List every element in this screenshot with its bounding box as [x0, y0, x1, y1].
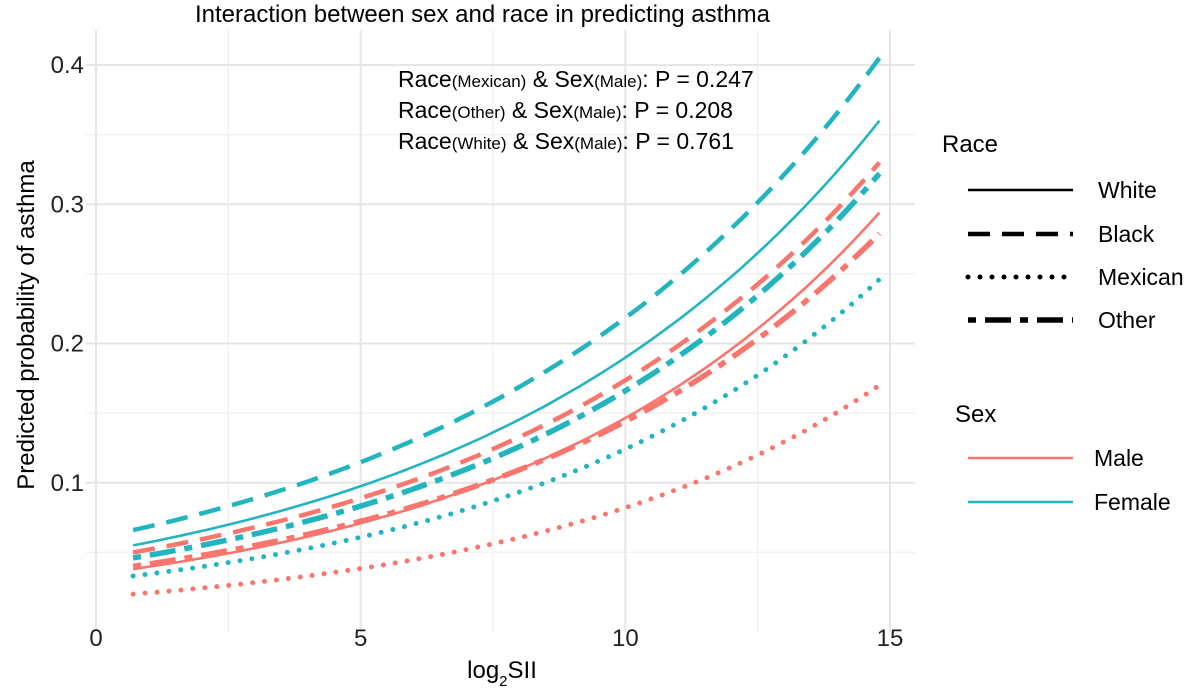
- legend-label-mexican: Mexican: [1098, 264, 1184, 290]
- legend-label-other: Other: [1098, 307, 1156, 333]
- y-tick-labels: 0.1 0.2 0.3 0.4: [51, 52, 84, 497]
- p-value-annotations: Race(Mexican) & Sex(Male): P = 0.247 Race…: [398, 66, 754, 154]
- series-line-white-male: [132, 211, 881, 571]
- series-lines: [130, 56, 882, 597]
- legend-race: Race White Black Mexican Other: [942, 131, 1184, 333]
- series-line-other-female: [132, 171, 882, 561]
- y-tick-label: 0.2: [51, 331, 84, 358]
- x-tick-labels: 0 5 10 15: [89, 625, 903, 652]
- y-tick-label: 0.4: [51, 52, 84, 79]
- x-tick-label: 15: [877, 625, 904, 652]
- legend-label-black: Black: [1098, 221, 1155, 247]
- legend-label-male: Male: [1094, 445, 1144, 471]
- y-axis-label: Predicted probability of asthma: [13, 160, 40, 490]
- x-tick-label: 10: [612, 625, 639, 652]
- legend-sex-title: Sex: [955, 401, 996, 428]
- x-axis-label-sub: 2: [499, 673, 507, 690]
- legend-sex: Sex Male Female: [955, 401, 1171, 515]
- legend-race-title: Race: [942, 131, 998, 158]
- x-axis-label-tail: SII: [508, 657, 537, 684]
- legend-label-white: White: [1098, 177, 1157, 203]
- p-value-annotation: Race(White) & Sex(Male): P = 0.761: [398, 128, 734, 154]
- p-value-annotation: Race(Mexican) & Sex(Male): P = 0.247: [398, 66, 754, 92]
- series-line-white-female: [132, 119, 881, 547]
- x-tick-label: 5: [354, 625, 367, 652]
- chart-title: Interaction between sex and race in pred…: [195, 1, 771, 28]
- y-tick-label: 0.3: [51, 191, 84, 218]
- x-tick-label: 0: [89, 625, 102, 652]
- grid: [86, 30, 915, 632]
- series-line-mexican-female: [130, 276, 882, 579]
- y-tick-label: 0.1: [51, 470, 84, 497]
- x-axis-label-main: log: [467, 657, 499, 684]
- p-value-annotation: Race(Other) & Sex(Male): P = 0.208: [398, 97, 733, 123]
- series-line-mexican-male: [130, 382, 882, 597]
- series-line-black-male: [132, 161, 882, 555]
- legend-label-female: Female: [1094, 489, 1171, 515]
- series-line-other-male: [132, 231, 882, 570]
- x-axis-label: log2SII: [467, 657, 537, 690]
